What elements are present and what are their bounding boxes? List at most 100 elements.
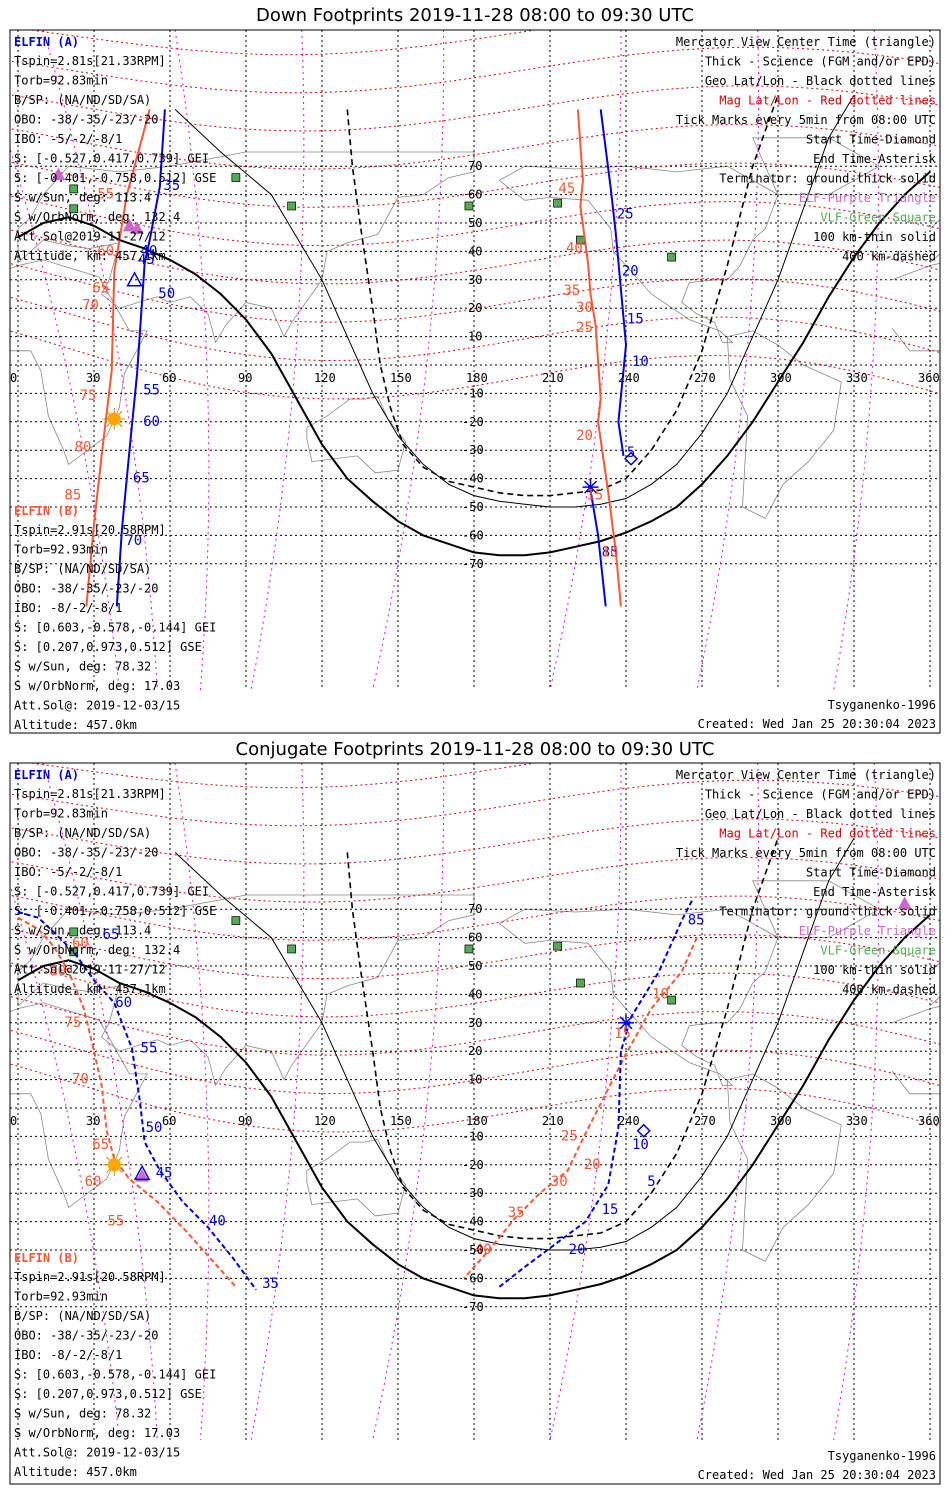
legend-line: Geo Lat/Lon - Black dotted lines <box>705 807 936 821</box>
lat-tick-label: 70 <box>468 902 482 916</box>
lat-tick-label: -50 <box>462 500 484 514</box>
elfin-b-time-tick: 70 <box>72 1072 89 1088</box>
lat-tick-label: 20 <box>468 301 482 315</box>
continent-outline <box>891 262 940 352</box>
legend-line: 400 km-dashed <box>842 983 936 997</box>
legend-line: 100 km-thin solid <box>813 963 936 977</box>
legend-line: Terminator: ground-thick solid <box>719 172 936 186</box>
continent-outline <box>17 151 475 344</box>
mag-lat-line <box>10 818 940 865</box>
legend-line: Terminator: ground-thick solid <box>719 905 936 919</box>
elfin-b-track <box>85 109 151 607</box>
mag-lon-line <box>696 30 759 690</box>
elfin-b-time-tick: 30 <box>551 1174 568 1190</box>
lon-tick-label: 240 <box>618 1114 640 1128</box>
elfin-a-track <box>115 109 166 607</box>
sun-ray <box>118 410 123 416</box>
lat-tick-label: 10 <box>468 1073 482 1087</box>
lat-tick-label: 10 <box>468 330 482 344</box>
lon-tick-label: 240 <box>618 371 640 385</box>
mag-lat-line <box>10 85 940 132</box>
elfin-a-track <box>599 109 628 457</box>
elfin-b-time-tick: 75 <box>64 1015 81 1031</box>
elfin-a-time-tick: 45 <box>138 252 155 268</box>
vlf-site-square <box>287 944 296 954</box>
terminator-ground <box>17 914 931 1300</box>
lat-tick-label: 30 <box>468 273 482 287</box>
elfin-a-time-tick: 60 <box>115 995 132 1011</box>
elfin-a-time-tick: 85 <box>602 544 619 560</box>
elfin-a-info-line: S: [-0.401,-0.758,0.512] GSE <box>14 171 216 185</box>
lon-tick-label: 210 <box>542 371 564 385</box>
elfin-b-info-line: S w/OrbNorm, deg: 17.03 <box>14 679 180 693</box>
elfin-a-time-tick: 65 <box>133 471 150 487</box>
elfin-a-info-line: Altitude, km: 457.1km <box>14 982 166 996</box>
start-time-diamond <box>624 451 639 466</box>
elfin-b-track <box>576 109 622 607</box>
elfin-b-time-tick: 20 <box>576 428 593 444</box>
legend-line: 100 km-thin solid <box>813 230 936 244</box>
elfin-b-time-tick: 15 <box>586 488 603 504</box>
start-time-diamond <box>636 1123 651 1138</box>
elfin-a-info-line: Altitude, km: 457.1km <box>14 249 166 263</box>
mag-lat-line <box>10 296 940 362</box>
vlf-site-square <box>667 252 676 262</box>
sun-ray <box>118 422 123 428</box>
mag-lat-line <box>10 857 940 903</box>
elfin-a-info-line: OBO: -38/-35/-23/-20 <box>14 846 159 860</box>
lon-tick-label: 0 <box>10 1114 17 1128</box>
elfin-b-track <box>463 937 698 1280</box>
mag-lon-line <box>174 763 210 1440</box>
lon-tick-label: 120 <box>314 1114 336 1128</box>
mag-lat-line <box>0 0 950 17</box>
elfin-a-info-line: Att.Sol@2019-11-27/12 <box>14 963 166 977</box>
lon-tick-label: 60 <box>162 1114 176 1128</box>
legend-line: Mag Lat/Lon - Red dotted lines <box>719 94 936 108</box>
elfin-b-time-tick: 75 <box>80 388 97 404</box>
continent-outline <box>306 1138 407 1217</box>
mag-lat-line <box>10 262 940 323</box>
elfin-a-info-line: S: [-0.527,0.417,0.739] GEI <box>14 885 209 899</box>
legend-line: Start Time-Diamond <box>806 133 936 147</box>
vlf-site-square <box>287 201 296 211</box>
elf-site-triangle <box>51 167 66 181</box>
elfin-b-info-line: S: [0.207,0.973,0.512] GSE <box>14 1387 202 1401</box>
lon-tick-label: 330 <box>846 371 868 385</box>
lon-tick-label: 270 <box>694 1114 716 1128</box>
elfin-b-time-tick: 25 <box>561 1128 578 1144</box>
sun-ray <box>106 1168 111 1173</box>
elfin-a-time-tick: 20 <box>569 1242 586 1258</box>
elf-site-triangle <box>130 221 144 235</box>
elfin-b-info-line: Att.Sol@: 2019-12-03/15 <box>14 1446 180 1460</box>
lat-tick-label: -20 <box>462 1158 484 1172</box>
sun-ray <box>106 1156 111 1161</box>
elfin-a-info-line: S w/OrbNorm, deg: 132.4 <box>14 943 180 957</box>
continent-outline <box>726 330 842 519</box>
elfin-a-time-tick: 10 <box>632 354 649 370</box>
elfin-a-time-tick: 5 <box>627 445 635 461</box>
elfin-a-info-line: Tspin=2.81s[21.33RPM] <box>14 787 166 801</box>
elfin-b-time-tick: 10 <box>652 986 669 1002</box>
elfin-b-info-line: S w/Sun, deg: 78.32 <box>14 660 151 674</box>
legend-line: Start Time-Diamond <box>806 866 936 880</box>
mag-lon-line <box>696 763 759 1440</box>
created-timestamp: Created: Wed Jan 25 20:30:04 2023 <box>698 717 936 731</box>
mag-lat-line <box>10 1029 940 1095</box>
vlf-site-square <box>464 201 474 211</box>
center-time-triangle <box>126 271 143 287</box>
elfin-a-time-tick: 5 <box>647 1174 655 1190</box>
lon-tick-label: 210 <box>542 1114 564 1128</box>
mag-lat-line <box>26 30 539 56</box>
terminator-400km <box>346 837 779 1240</box>
panel-frame <box>9 29 941 734</box>
elfin-a-time-tick: 35 <box>262 1276 279 1292</box>
elfin-a-time-tick: 55 <box>143 383 160 399</box>
legend-line: Mag Lat/Lon - Red dotted lines <box>719 827 936 841</box>
elfin-b-time-tick: 65 <box>92 280 109 296</box>
elfin-b-time-tick: 60 <box>97 243 114 259</box>
legend-line: Tick Marks every 5min from 08:00 UTC <box>676 113 936 127</box>
elfin-a-time-tick: 40 <box>141 243 158 259</box>
lon-tick-label: 90 <box>238 371 252 385</box>
model-label: Tsyganenko-1996 <box>828 698 936 712</box>
